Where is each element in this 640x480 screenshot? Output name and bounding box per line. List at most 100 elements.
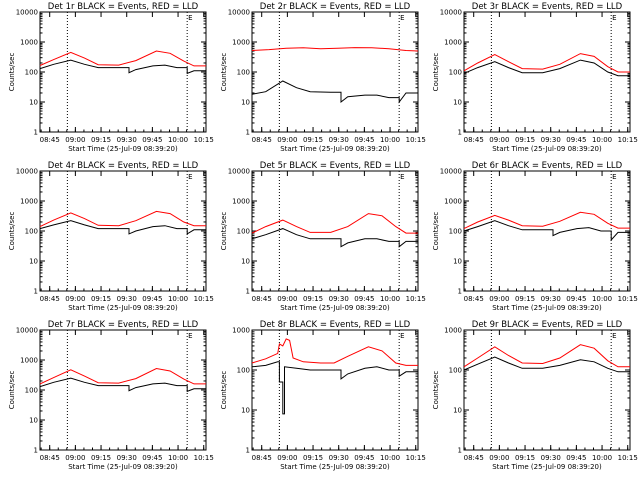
y-tick-label: 1000 (232, 327, 250, 335)
x-tick-label: 09:45 (142, 136, 162, 144)
x-tick-label: 09:30 (117, 454, 137, 462)
x-tick-label: 09:45 (354, 136, 374, 144)
chart-title: Det 9r BLACK = Events, RED = LLD (472, 320, 623, 330)
x-axis-label: Start Time (25-Jul-09 08:39:20) (68, 463, 178, 471)
y-tick-label: 1000 (444, 39, 462, 47)
x-tick-label: 08:45 (252, 295, 272, 303)
e-marker-label: E (188, 173, 192, 181)
x-tick-label: 09:45 (354, 295, 374, 303)
x-tick-label: 09:30 (329, 295, 349, 303)
x-tick-label: 09:30 (541, 295, 561, 303)
x-tick-label: 08:45 (464, 136, 484, 144)
y-axis-label: Counts/sec (432, 212, 440, 251)
y-axis-label: Counts/sec (8, 53, 16, 92)
x-tick-label: 09:15 (515, 136, 535, 144)
x-tick-label: 10:15 (406, 454, 426, 462)
x-tick-label: 09:00 (489, 136, 509, 144)
x-tick-label: 08:45 (40, 136, 60, 144)
y-tick-label: 10 (241, 99, 250, 107)
x-tick-label: 09:15 (515, 454, 535, 462)
x-tick-label: 10:15 (618, 295, 638, 303)
series-line-events (39, 59, 206, 75)
x-tick-label: 10:00 (380, 136, 400, 144)
e-marker-label: E (400, 332, 404, 340)
series-line-lld (463, 211, 630, 230)
x-tick-label: 09:00 (277, 295, 297, 303)
x-tick-label: 09:15 (91, 295, 111, 303)
x-tick-label: 09:30 (117, 295, 137, 303)
x-tick-label: 09:15 (303, 454, 323, 462)
y-tick-label: 100 (25, 69, 38, 77)
y-tick-label: 10 (29, 99, 38, 107)
chart-title: Det 3r BLACK = Events, RED = LLD (472, 2, 623, 12)
x-tick-label: 09:00 (489, 454, 509, 462)
plot-frame (251, 329, 419, 451)
y-tick-label: 1000 (444, 198, 462, 206)
y-tick-label: 10 (453, 258, 462, 266)
y-tick-label: 1000 (20, 39, 38, 47)
y-tick-label: 1 (458, 129, 462, 137)
x-tick-label: 09:30 (541, 136, 561, 144)
x-tick-label: 08:45 (464, 454, 484, 462)
x-tick-label: 08:45 (252, 454, 272, 462)
series-line-events (251, 228, 418, 248)
x-axis-label: Start Time (25-Jul-09 08:39:20) (492, 145, 602, 153)
y-tick-label: 1000 (20, 357, 38, 365)
x-tick-label: 09:15 (91, 454, 111, 462)
x-tick-label: 10:00 (592, 454, 612, 462)
y-tick-label: 1 (458, 288, 462, 296)
y-tick-label: 10000 (228, 168, 250, 176)
chart-title: Det 4r BLACK = Events, RED = LLD (48, 161, 199, 171)
x-tick-label: 09:00 (489, 295, 509, 303)
x-tick-label: 09:15 (91, 136, 111, 144)
x-tick-label: 09:30 (541, 454, 561, 462)
x-axis-label: Start Time (25-Jul-09 08:39:20) (280, 463, 390, 471)
x-tick-label: 09:45 (354, 454, 374, 462)
chart-panel-det-2: Det 2r BLACK = Events, RED = LLD 1 10 100 10… (220, 2, 426, 153)
x-tick-label: 09:00 (65, 136, 85, 144)
x-tick-label: 10:00 (168, 454, 188, 462)
y-tick-label: 100 (237, 367, 250, 375)
x-tick-label: 10:15 (194, 136, 214, 144)
plot-frame (39, 11, 207, 133)
x-tick-label: 09:00 (65, 454, 85, 462)
y-tick-label: 1000 (444, 327, 462, 335)
x-tick-label: 08:45 (40, 454, 60, 462)
y-axis-label: Counts/sec (8, 212, 16, 251)
x-tick-label: 10:00 (380, 295, 400, 303)
x-tick-label: 09:15 (515, 295, 535, 303)
x-tick-label: 09:30 (329, 454, 349, 462)
x-tick-label: 08:45 (464, 295, 484, 303)
plot-frame (463, 329, 631, 451)
y-tick-label: 10000 (16, 327, 38, 335)
e-marker-label: E (612, 332, 616, 340)
y-axis-label: Counts/sec (220, 371, 228, 410)
series-line-events (39, 220, 206, 235)
y-tick-label: 100 (237, 228, 250, 236)
series-line-lld (251, 338, 418, 366)
y-tick-label: 1 (458, 447, 462, 455)
y-tick-label: 1 (246, 447, 250, 455)
e-marker-label: E (612, 173, 616, 181)
chart-title: Det 1r BLACK = Events, RED = LLD (48, 2, 199, 12)
e-marker-label: E (400, 14, 404, 22)
y-axis-label: Counts/sec (220, 53, 228, 92)
series-line-lld (39, 367, 206, 385)
chart-title: Det 7r BLACK = Events, RED = LLD (48, 320, 199, 330)
x-axis-label: Start Time (25-Jul-09 08:39:20) (280, 145, 390, 153)
x-tick-label: 10:15 (406, 295, 426, 303)
x-axis-label: Start Time (25-Jul-09 08:39:20) (68, 145, 178, 153)
x-axis-label: Start Time (25-Jul-09 08:39:20) (492, 304, 602, 312)
series-line-lld (463, 344, 630, 368)
y-tick-label: 10000 (440, 9, 462, 17)
x-tick-label: 08:45 (252, 136, 272, 144)
plot-frame (39, 329, 207, 451)
x-tick-label: 09:15 (303, 136, 323, 144)
y-tick-label: 100 (449, 69, 462, 77)
series-line-lld (251, 47, 419, 52)
series-line-events (251, 80, 418, 104)
e-marker-label: E (188, 14, 192, 22)
chart-panel-det-9: Det 9r BLACK = Events, RED = LLD 1 10 100 10… (432, 320, 638, 471)
y-tick-label: 10 (453, 407, 462, 415)
y-axis-label: Counts/sec (8, 371, 16, 410)
